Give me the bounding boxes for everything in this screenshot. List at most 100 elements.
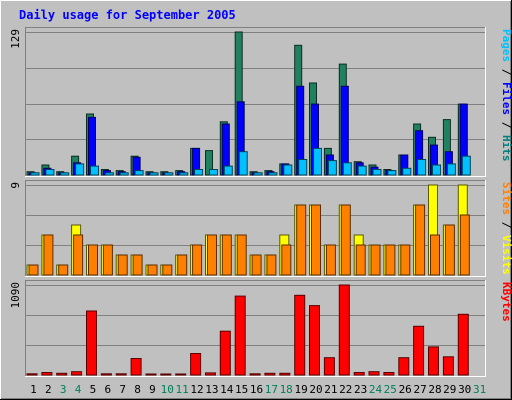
x-tick-label: 13: [205, 383, 218, 396]
x-tick-label: 21: [324, 383, 337, 396]
x-tick-label: 12: [190, 383, 203, 396]
bar-pages-day-14: [223, 165, 233, 176]
bar-kbytes-day-1: [26, 373, 38, 376]
side-legend-part: KBytes: [500, 282, 512, 322]
bar-kbytes-day-27: [413, 325, 425, 376]
x-tick-label: 19: [294, 383, 307, 396]
bar-sites-day-5: [88, 244, 98, 276]
bar-pages-day-9: [149, 172, 159, 176]
bar-pages-day-15: [238, 151, 248, 176]
bar-sites-day-14: [221, 234, 232, 276]
side-legend-part: /: [500, 215, 512, 235]
x-tick-label: 3: [60, 383, 67, 396]
bar-sites-day-29: [444, 224, 455, 276]
x-tick-label: 2: [45, 383, 52, 396]
bar-kbytes-day-14: [219, 330, 231, 376]
x-tick-label: 16: [250, 383, 263, 396]
y-max-label: 129: [9, 29, 22, 49]
bar-pages-day-11: [179, 172, 189, 176]
x-tick-label: 24: [369, 383, 383, 396]
bar-sites-day-16: [251, 254, 262, 276]
bar-pages-day-30: [461, 155, 471, 176]
x-tick-label: 5: [90, 383, 97, 396]
bar-sites-day-22: [340, 204, 351, 276]
bar-kbytes-day-7: [115, 373, 127, 376]
side-legend: KBytes: [500, 282, 512, 322]
side-legend-part: Files: [500, 82, 512, 115]
bar-sites-day-7: [117, 254, 128, 276]
bar-kbytes-day-26: [398, 357, 410, 376]
bar-sites-day-2: [43, 234, 54, 276]
bar-kbytes-day-4: [71, 371, 83, 376]
x-tick-label: 28: [428, 383, 441, 396]
x-tick-label: 10: [161, 383, 174, 396]
bar-sites-day-9: [147, 264, 158, 276]
bar-kbytes-day-17: [264, 372, 276, 376]
bar-kbytes-day-16: [249, 373, 261, 376]
x-tick-label: 11: [175, 383, 188, 396]
bar-files-day-22: [340, 85, 349, 176]
bar-kbytes-day-29: [442, 356, 454, 376]
x-tick-label: 22: [339, 383, 352, 396]
side-legend-part: Hits: [500, 135, 512, 162]
bar-kbytes-day-10: [160, 373, 172, 376]
bar-kbytes-day-5: [86, 310, 97, 376]
chart-title: Daily usage for September 2005: [19, 8, 236, 22]
bar-sites-day-12: [192, 244, 203, 276]
bar-pages-day-24: [372, 169, 382, 176]
bar-kbytes-day-6: [100, 373, 112, 376]
bar-pages-day-17: [268, 172, 278, 176]
bar-pages-day-25: [387, 170, 397, 176]
bar-sites-day-13: [207, 234, 217, 276]
bar-kbytes-day-11: [175, 373, 187, 376]
side-legend-part: /: [500, 115, 512, 135]
bar-pages-day-6: [104, 172, 114, 176]
plot-area: [25, 27, 486, 177]
bar-pages-day-3: [60, 172, 70, 176]
x-tick-label: 30: [458, 383, 471, 396]
side-legend-part: Visits: [500, 235, 512, 275]
panel-kbytes: 1090 KBytes: [9, 280, 512, 377]
bar-kbytes-day-15: [234, 295, 246, 376]
x-tick-label: 23: [354, 383, 367, 396]
side-legend-part: Pages: [500, 29, 512, 62]
bar-sites-day-18: [281, 244, 292, 276]
bar-sites-day-28: [430, 234, 440, 276]
x-tick-label: 26: [399, 383, 412, 396]
bar-sites-day-15: [236, 234, 247, 276]
x-tick-label: 17: [265, 383, 278, 396]
x-tick-label: 25: [384, 383, 397, 396]
side-legend-part: /: [500, 62, 512, 82]
bar-pages-day-4: [75, 163, 85, 176]
bar-kbytes-day-18: [279, 372, 291, 376]
x-tick-label: 20: [309, 383, 322, 396]
x-tick-label: 14: [220, 383, 234, 396]
x-tick-label: 9: [149, 383, 156, 396]
bar-sites-day-26: [400, 244, 411, 276]
bar-kbytes-day-22: [338, 284, 350, 376]
bar-sites-day-19: [296, 204, 307, 276]
bar-sites-day-23: [355, 244, 366, 276]
bar-pages-day-20: [313, 147, 322, 176]
bar-pages-day-5: [90, 165, 99, 176]
side-legend: Pages / Files / Hits: [500, 29, 512, 162]
bar-kbytes-day-23: [353, 372, 365, 376]
x-tick-label: 18: [280, 383, 293, 396]
bar-kbytes-day-20: [309, 305, 320, 376]
bar-kbytes-day-8: [130, 358, 142, 376]
bar-kbytes-day-25: [383, 372, 395, 376]
bar-sites-day-27: [415, 204, 426, 276]
bar-sites-day-24: [370, 244, 381, 276]
bar-sites-day-30: [459, 214, 470, 276]
panel-hits_files_pages: 129 Pages / Files / Hits: [9, 27, 512, 177]
bar-kbytes-day-2: [41, 372, 53, 376]
bar-kbytes-day-28: [428, 346, 439, 376]
bar-pages-day-28: [432, 164, 441, 176]
bar-pages-day-8: [134, 170, 144, 176]
bar-sites-day-25: [385, 244, 396, 276]
y-max-label: 9: [9, 182, 22, 189]
x-tick-label: 31: [473, 383, 486, 396]
bar-pages-day-23: [357, 165, 367, 176]
panel-visits_sites: 9 Sites / Visits: [9, 180, 512, 277]
